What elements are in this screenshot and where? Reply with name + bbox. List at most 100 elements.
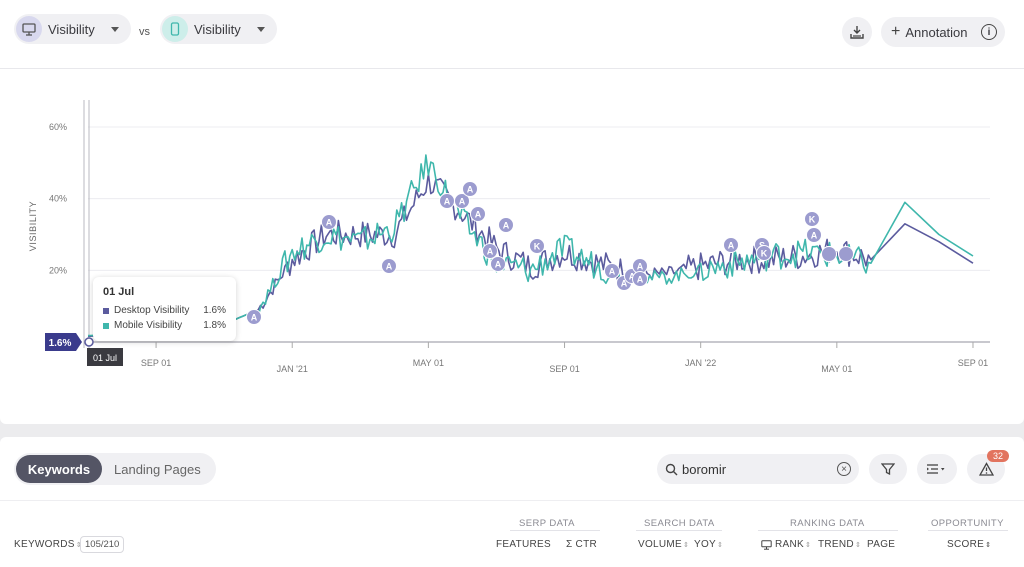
annotation-marker-circle <box>381 258 397 274</box>
download-icon <box>850 26 864 39</box>
annotation-marker-circle <box>482 243 498 259</box>
columns-button[interactable] <box>917 454 957 484</box>
annotation-marker-label: A <box>629 272 636 282</box>
annotation-marker: A <box>723 237 739 253</box>
annotation-marker-circle <box>490 256 506 272</box>
info-icon[interactable]: i <box>981 24 997 40</box>
x-tick-label: JAN '21 <box>277 364 308 374</box>
group-ranking-data: RANKING DATA <box>790 518 865 529</box>
annotation-marker: A <box>490 256 506 272</box>
annotation-marker-label: A <box>811 231 818 241</box>
column-score[interactable]: SCORE⇕ <box>947 539 992 550</box>
group-opportunity: OPPORTUNITY <box>931 518 1004 529</box>
column-keywords[interactable]: KEYWORDS⇕ <box>14 539 82 550</box>
annotation-marker: A <box>604 263 620 279</box>
chart-tooltip: 01 Jul Desktop Visibility 1.6% Mobile Vi… <box>93 277 236 341</box>
annotation-marker-label: A <box>475 210 482 220</box>
right-metric-label: Visibility <box>194 21 241 37</box>
annotation-marker-circle <box>632 271 648 287</box>
tab-keywords[interactable]: Keywords <box>16 455 102 483</box>
annotation-marker-circle <box>246 309 262 325</box>
annotation-marker-label: A <box>637 262 644 272</box>
crosshair-date-badge <box>87 348 123 366</box>
annotation-marker-label: K <box>809 215 816 225</box>
annotation-marker-circle <box>498 217 514 233</box>
annotation-marker: K <box>529 238 545 254</box>
header-divider <box>0 68 1024 69</box>
mobile-icon <box>162 16 188 42</box>
column-ctr[interactable]: Σ CTR <box>566 539 598 550</box>
annotation-marker: A <box>632 258 648 274</box>
annotation-marker-circle <box>838 246 854 262</box>
crosshair-date: 01 Jul <box>93 353 117 363</box>
annotation-marker-label: A <box>728 241 735 251</box>
annotation-marker-circle <box>756 245 772 261</box>
annotation-marker-label: K <box>534 242 541 252</box>
search-input[interactable] <box>682 461 822 477</box>
tooltip-date: 01 Jul <box>103 286 135 298</box>
crosshair-point <box>84 337 94 347</box>
filter-button[interactable] <box>869 454 907 484</box>
annotation-marker: A <box>462 181 478 197</box>
annotation-marker-circle <box>462 181 478 197</box>
desktop-icon <box>16 16 42 42</box>
annotation-marker: A <box>498 217 514 233</box>
group-serp-data: SERP DATA <box>519 518 575 529</box>
table-toolbar-divider <box>0 500 1024 501</box>
annotation-marker-circle <box>470 206 486 222</box>
group-underline <box>758 530 898 531</box>
annotation-marker-label: A <box>251 313 258 323</box>
left-metric-selector[interactable]: Visibility <box>14 14 131 44</box>
annotation-marker-circle <box>804 211 820 227</box>
annotation-marker-label: K <box>761 249 768 259</box>
warning-icon <box>978 462 994 476</box>
annotation-marker: A <box>246 309 262 325</box>
annotation-marker: K <box>804 211 820 227</box>
column-yoy[interactable]: YOY⇕ <box>694 539 724 550</box>
column-rank[interactable]: RANK ⇕ <box>761 539 811 550</box>
y-tick-label: 20% <box>49 265 67 275</box>
column-page[interactable]: PAGE <box>867 539 896 550</box>
alerts-count-badge: 32 <box>987 450 1009 462</box>
clear-search-icon[interactable]: × <box>837 462 851 476</box>
y-tick-label: 40% <box>49 194 67 204</box>
annotation-marker-label: A <box>444 197 451 207</box>
annotation-marker: A <box>470 206 486 222</box>
annotation-marker-label: A <box>495 260 502 270</box>
search-icon <box>665 463 678 475</box>
column-features[interactable]: FEATURES <box>496 539 551 550</box>
y-tick-label: 60% <box>49 122 67 132</box>
column-volume[interactable]: VOLUME⇕ <box>638 539 690 550</box>
chevron-down-icon <box>257 26 265 32</box>
chevron-down-icon <box>111 26 119 32</box>
annotation-marker-label: A <box>326 218 333 228</box>
tooltip-value: 1.6% <box>203 305 226 316</box>
filter-icon <box>881 463 895 476</box>
annotation-marker-label: A <box>459 197 466 207</box>
column-trend[interactable]: TREND⇕ <box>818 539 862 550</box>
download-button[interactable] <box>842 17 872 47</box>
tooltip-value: 1.8% <box>203 320 226 331</box>
annotation-marker-circle <box>321 214 337 230</box>
annotation-marker-circle <box>723 237 739 253</box>
annotation-marker: A <box>439 193 455 209</box>
y-axis-label: VISIBILITY <box>28 201 38 252</box>
annotation-marker: A <box>321 214 337 230</box>
left-metric-label: Visibility <box>48 21 95 37</box>
x-tick-label: JAN '22 <box>685 358 716 368</box>
annotation-marker-label: A <box>609 267 616 277</box>
annotation-marker-circle <box>454 193 470 209</box>
add-annotation-button[interactable]: + Annotation i <box>881 17 1005 47</box>
annotation-marker-label: A <box>386 262 393 272</box>
tooltip-row-mobile: Mobile Visibility 1.8% <box>103 320 226 331</box>
x-tick-label: MAY 01 <box>821 364 852 374</box>
vs-label: vs <box>139 26 150 38</box>
tab-landing-pages[interactable]: Landing Pages <box>114 461 201 477</box>
annotation-marker <box>821 246 837 262</box>
right-metric-selector[interactable]: Visibility <box>160 14 277 44</box>
annotation-marker: A <box>806 227 822 243</box>
group-underline <box>510 530 600 531</box>
annotation-marker: A <box>482 243 498 259</box>
x-tick-label: MAY 01 <box>413 358 444 368</box>
desktop-icon <box>761 539 772 550</box>
